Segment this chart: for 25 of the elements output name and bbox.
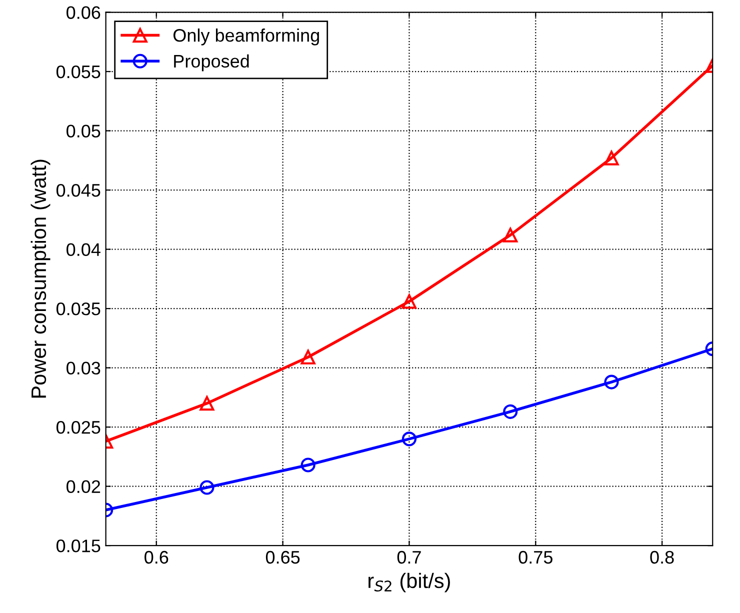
x-tick-label: 0.7 xyxy=(397,550,421,564)
x-tick-label: 0.8 xyxy=(650,550,674,564)
y-tick-label: 0.015 xyxy=(56,540,100,552)
point xyxy=(300,458,316,472)
x-axis-title: r$_{S2}$ (bit/s) xyxy=(368,572,450,592)
y-tick-label: 0.04 xyxy=(66,243,100,256)
y-tick-label: 0.035 xyxy=(56,302,100,316)
y-tick-label: 0.045 xyxy=(56,184,100,197)
y-tick-label: 0.055 xyxy=(56,65,100,78)
point xyxy=(503,228,518,242)
y-axis-title: Power consumption (watt) xyxy=(30,160,50,398)
point xyxy=(402,294,417,309)
x-tick-label: 0.6 xyxy=(144,550,168,564)
legend-label: Proposed xyxy=(174,54,249,72)
y-tick-label: 0.05 xyxy=(66,124,100,138)
point xyxy=(300,350,316,364)
point xyxy=(402,432,417,446)
y-tick-label: 0.025 xyxy=(56,420,100,434)
legend-label: Only beamforming xyxy=(173,28,319,46)
x-tick-label: 0.65 xyxy=(266,550,300,564)
point xyxy=(503,404,518,419)
x-tick-label: 0.75 xyxy=(518,550,552,564)
y-tick-label: 0.02 xyxy=(66,480,100,494)
y-tick-label: 0.06 xyxy=(66,6,100,19)
y-tick-label: 0.03 xyxy=(66,362,100,375)
